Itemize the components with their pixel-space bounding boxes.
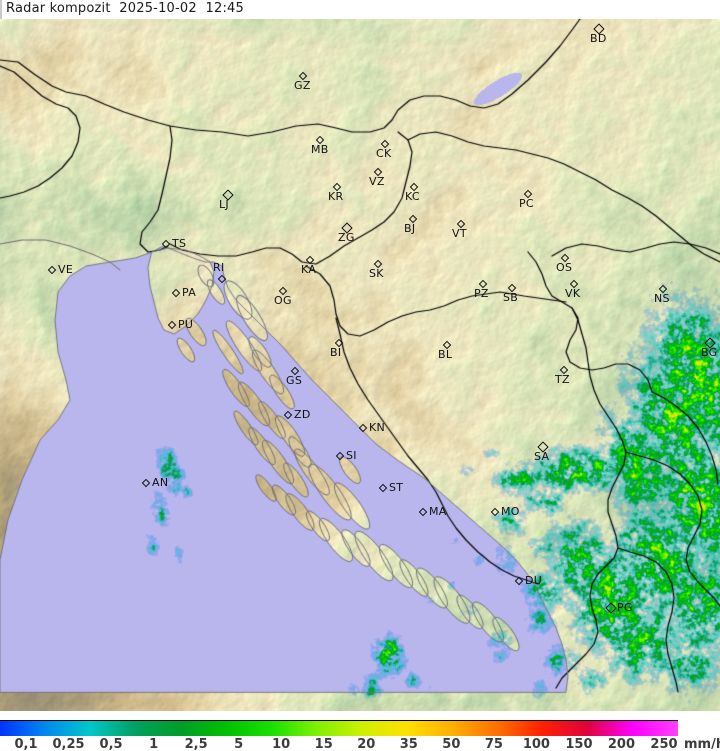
city-label: BJ	[404, 222, 416, 235]
city-label: VT	[452, 227, 467, 240]
city-label: AN	[152, 476, 169, 489]
legend-tick-0: 0,1	[14, 737, 38, 751]
city-label: SA	[534, 450, 550, 463]
legend-tick-4: 2,5	[184, 737, 208, 751]
legend-tick-12: 100	[522, 737, 550, 751]
city-label: VK	[565, 287, 581, 300]
legend-colorbar-rule	[0, 720, 678, 721]
city-label: OS	[556, 261, 573, 274]
legend-tick-3: 1	[149, 737, 159, 751]
legend-tick-8: 20	[357, 737, 376, 751]
radar-map-canvas[interactable]	[0, 19, 720, 711]
legend-unit-label: mm/h	[684, 737, 720, 751]
legend-tick-13: 150	[565, 737, 593, 751]
legend-tick-1: 0,25	[52, 737, 85, 751]
legend-tick-labels: 0,1 0,25 0,5 1 2,5 5 10 15 20 35 50 75 100 150 200 250	[0, 737, 720, 751]
city-label: PZ	[474, 287, 489, 300]
legend-color-gradient	[0, 721, 678, 736]
city-label: GS	[286, 374, 303, 387]
city-label: PC	[519, 197, 534, 210]
city-label: MO	[501, 505, 520, 518]
window-title-text: Radar kompozit 2025-10-02 12:45	[6, 1, 244, 16]
city-label: GZ	[294, 79, 311, 92]
city-label: MB	[311, 143, 329, 156]
city-label: SB	[503, 291, 519, 304]
legend-tick-2: 0,5	[99, 737, 123, 751]
legend-tick-11: 75	[484, 737, 503, 751]
radar-map-view[interactable]: BD GZ MB CK VZ KR KC PC LJ ZG BJ VT TS KA SK OS RI VE PA OG…	[0, 19, 720, 711]
legend-tick-15: 250	[650, 737, 678, 751]
city-label: ZG	[338, 231, 355, 244]
city-label: DU	[525, 574, 543, 587]
city-label: PG	[617, 601, 633, 614]
city-label: BI	[330, 346, 342, 359]
city-label: ZD	[294, 408, 311, 421]
title-bar-left-edge	[0, 0, 2, 19]
precipitation-legend: 0,1 0,25 0,5 1 2,5 5 10 15 20 35 50 75 100 150 200 250 …	[0, 711, 720, 751]
city-label: RI	[213, 261, 225, 274]
city-label: PA	[182, 286, 197, 299]
city-label: KN	[369, 421, 386, 434]
city-label: ST	[389, 481, 404, 494]
city-label: VE	[58, 263, 74, 276]
city-label: NS	[654, 292, 670, 305]
legend-tick-14: 200	[607, 737, 636, 751]
legend-tick-6: 10	[272, 737, 291, 751]
legend-tick-7: 15	[314, 737, 333, 751]
city-label: BD	[590, 32, 607, 45]
legend-colorbar	[0, 720, 678, 736]
city-label: KA	[301, 263, 317, 276]
city-label: BL	[438, 348, 453, 361]
legend-tick-9: 35	[399, 737, 418, 751]
city-label: OG	[274, 294, 292, 307]
window-title-bar: Radar kompozit 2025-10-02 12:45	[0, 0, 720, 19]
city-label: VZ	[369, 175, 385, 188]
city-label: CK	[376, 147, 392, 160]
city-label: TS	[172, 237, 187, 250]
city-label: MA	[429, 505, 447, 518]
city-label: TZ	[555, 373, 570, 386]
city-label: PU	[178, 318, 194, 331]
city-label: SI	[346, 449, 357, 462]
city-label: KR	[328, 190, 344, 203]
city-label: KC	[405, 190, 420, 203]
city-label: SK	[369, 267, 384, 280]
legend-tick-10: 50	[442, 737, 461, 751]
city-label: LJ	[219, 198, 229, 211]
city-label: BG	[701, 346, 718, 359]
legend-tick-5: 5	[234, 737, 244, 751]
